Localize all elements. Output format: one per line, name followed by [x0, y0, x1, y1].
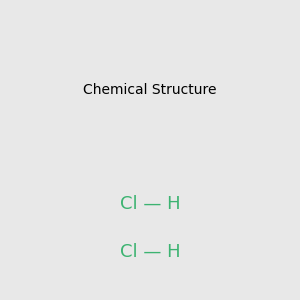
Text: Chemical Structure: Chemical Structure	[83, 83, 217, 97]
Text: Cl — H: Cl — H	[120, 243, 180, 261]
Text: Cl — H: Cl — H	[120, 195, 180, 213]
